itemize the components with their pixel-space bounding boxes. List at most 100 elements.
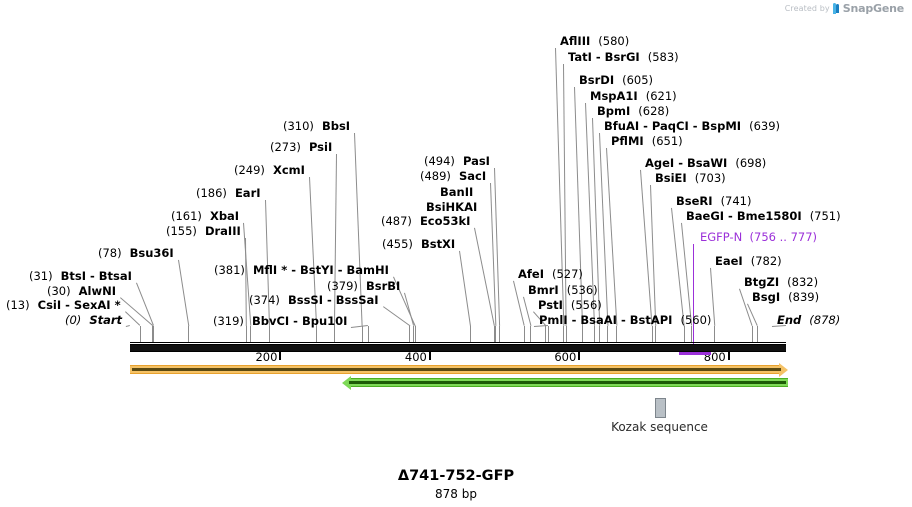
enzyme-label-alwni[interactable]: (30) AlwNI (47, 285, 116, 297)
enzyme-label-csil-sexai[interactable]: (13) CsiI - SexAI * (6, 299, 121, 311)
enzyme-label-afei[interactable]: AfeI (527) (518, 268, 583, 280)
cut-site-tick[interactable] (152, 326, 154, 342)
cut-site-tick[interactable] (250, 326, 252, 342)
cut-site-tick[interactable] (683, 326, 685, 342)
enzyme-name: PsiI (308, 140, 333, 154)
arrow-head (342, 375, 351, 390)
enzyme-position: (186) (196, 186, 227, 200)
cut-site-tick[interactable] (530, 326, 532, 342)
enzyme-position: (639) (749, 119, 781, 133)
enzyme-name: BseRI (676, 194, 713, 208)
enzyme-position: (703) (694, 171, 726, 185)
orf-arrow-orange-orf[interactable] (130, 362, 788, 377)
enzyme-label-draiii[interactable]: (155) DraIII (166, 225, 241, 237)
leader-line (671, 207, 685, 326)
cut-site-tick[interactable] (599, 326, 601, 342)
enzyme-label-saci[interactable]: (489) SacI (420, 170, 486, 182)
enzyme-name: BtsI - BtsaI (60, 269, 132, 283)
enzyme-label-bsrdi[interactable]: BsrDI (605) (579, 74, 653, 86)
cut-site-tick[interactable] (593, 326, 595, 342)
cut-site-tick[interactable] (493, 326, 495, 342)
cut-site-tick[interactable] (499, 326, 501, 342)
cut-site-tick[interactable] (333, 326, 335, 342)
orf-arrow-green-orf[interactable] (342, 375, 788, 390)
cut-site-tick[interactable] (268, 326, 270, 342)
cut-site-tick[interactable] (756, 326, 758, 342)
cut-site-tick[interactable] (245, 326, 247, 342)
feature-bar-egfp-n[interactable] (678, 352, 711, 355)
leader-line (178, 259, 190, 326)
enzyme-label-baegi-bme1580i[interactable]: BaeGI - Bme1580I (751) (686, 210, 841, 222)
cut-site-tick[interactable] (139, 326, 141, 342)
cut-site-tick[interactable] (409, 326, 411, 342)
enzyme-label-agei-bsawi[interactable]: AgeI - BsaWI (698) (645, 157, 766, 169)
cut-site-tick[interactable] (655, 326, 657, 342)
enzyme-label-btsi-btsai[interactable]: (31) BtsI - BtsaI (29, 270, 132, 282)
cut-site-tick[interactable] (413, 326, 415, 342)
enzyme-position: (273) (270, 140, 301, 154)
enzyme-label-bbsi[interactable]: (310) BbsI (283, 120, 350, 132)
enzyme-label-bsiei[interactable]: BsiEI (703) (655, 172, 726, 184)
enzyme-label-bsssi-bsssai[interactable]: (374) BssSI - BssSaI (249, 294, 379, 306)
enzyme-position: (560) (680, 313, 712, 327)
enzyme-label-mspa1i[interactable]: MspA1I (621) (590, 90, 677, 102)
cut-site-tick[interactable] (616, 326, 618, 342)
enzyme-label-banii[interactable]: BanII (440, 186, 473, 198)
cut-site-tick[interactable] (368, 326, 370, 342)
enzyme-position: (155) (166, 224, 197, 238)
enzyme-label-bseri[interactable]: BseRI (741) (676, 195, 752, 207)
cut-site-tick[interactable] (751, 326, 753, 342)
enzyme-label-btgzi[interactable]: BtgZI (832) (744, 276, 818, 288)
kozak-sequence-marker[interactable] (655, 398, 666, 418)
enzyme-name: End (777, 313, 802, 327)
cut-site-tick[interactable] (414, 326, 416, 342)
enzyme-label-end[interactable]: End (878) (777, 314, 840, 326)
cut-site-tick[interactable] (153, 326, 155, 342)
enzyme-label-bfuai-paqci-bspmi[interactable]: BfuAI - PaqCI - BspMI (639) (604, 120, 780, 132)
enzyme-label-tati-bsrgi[interactable]: TatI - BsrGI (583) (568, 51, 679, 63)
enzyme-label-psti[interactable]: PstI (556) (538, 299, 602, 311)
enzyme-position: (374) (249, 293, 280, 307)
cut-site-tick[interactable] (545, 326, 547, 342)
cut-site-tick[interactable] (651, 326, 653, 342)
enzyme-label-xbai[interactable]: (161) XbaI (171, 210, 239, 222)
cut-site-tick[interactable] (316, 326, 318, 342)
enzyme-label-eari[interactable]: (186) EarI (196, 187, 261, 199)
sequence-backbone[interactable] (130, 344, 786, 352)
enzyme-label-pasi[interactable]: (494) PasI (424, 155, 490, 167)
enzyme-position: (832) (787, 275, 819, 289)
cut-site-tick[interactable] (691, 326, 693, 342)
cut-site-tick[interactable] (607, 326, 609, 342)
cut-site-tick[interactable] (548, 326, 550, 342)
enzyme-label-bstxi[interactable]: (455) BstXI (382, 238, 455, 250)
enzyme-label-afliii[interactable]: AflIII (580) (560, 35, 629, 47)
cut-site-tick[interactable] (582, 326, 584, 342)
enzyme-label-bsihkai[interactable]: BsiHKAI (426, 201, 477, 213)
enzyme-label-bsu36i[interactable]: (78) Bsu36I (98, 247, 174, 259)
feature-label-egfp-n[interactable]: EGFP-N (756 .. 777) (700, 231, 817, 243)
enzyme-name: BfuAI - PaqCI - BspMI (604, 119, 742, 133)
enzyme-label-bmri[interactable]: BmrI (536) (528, 284, 598, 296)
enzyme-label-bsgi[interactable]: BsgI (839) (752, 291, 819, 303)
cut-site-tick[interactable] (361, 326, 363, 342)
enzyme-label-start[interactable]: (0) Start (65, 314, 122, 326)
enzyme-label-bsrbi[interactable]: (379) BsrBI (327, 280, 400, 292)
enzyme-label-xcmi[interactable]: (249) XcmI (234, 164, 305, 176)
enzyme-label-pmli-bsaai-bstapi[interactable]: PmlI - BsaAI - BstAPI (560) (539, 314, 711, 326)
enzyme-label-bbvci-bpu10i[interactable]: (319) BbvCI - Bpu10I (213, 315, 347, 327)
cut-site-tick[interactable] (469, 326, 471, 342)
enzyme-label-pflmi[interactable]: PflMI (651) (611, 135, 683, 147)
enzyme-label-eco53ki[interactable]: (487) Eco53kI (381, 215, 470, 227)
enzyme-label-bpmi[interactable]: BpmI (628) (597, 105, 669, 117)
cut-site-tick[interactable] (565, 326, 567, 342)
cut-site-tick[interactable] (563, 326, 565, 342)
enzyme-name: BsrBI (365, 279, 401, 293)
cut-site-tick[interactable] (714, 326, 716, 342)
enzyme-label-psii[interactable]: (273) PsiI (270, 141, 332, 153)
enzyme-label-eaei[interactable]: EaeI (782) (715, 255, 782, 267)
enzyme-label-mfli-bstyi-bamhi[interactable]: (381) MflI * - BstYI - BamHI (214, 264, 389, 276)
cut-site-tick[interactable] (523, 326, 525, 342)
enzyme-position: (31) (29, 269, 53, 283)
cut-site-tick[interactable] (188, 326, 190, 342)
cut-site-tick[interactable] (495, 326, 497, 342)
